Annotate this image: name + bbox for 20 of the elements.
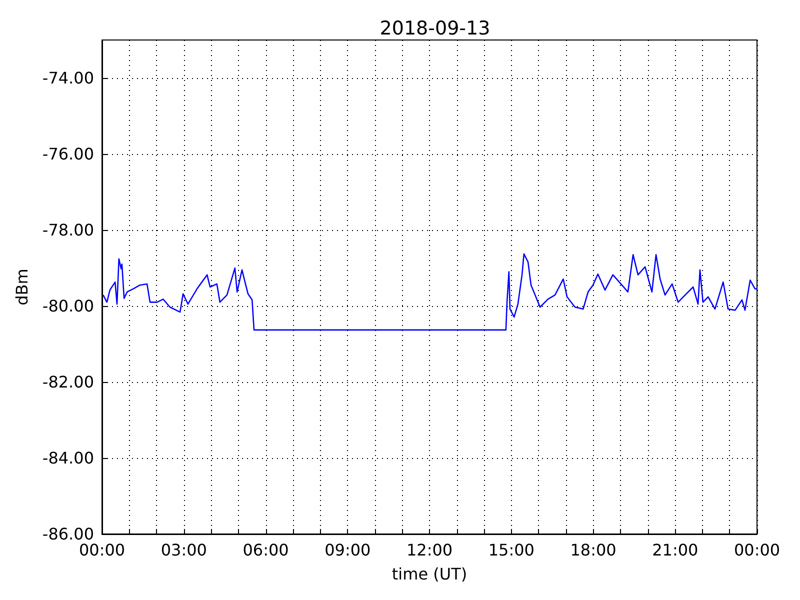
y-tick-label: -78.00 bbox=[42, 220, 94, 240]
y-axis-title: dBm bbox=[12, 268, 32, 306]
y-tick-label: -86.00 bbox=[42, 524, 94, 544]
y-tick-label: -84.00 bbox=[42, 448, 94, 468]
line-series bbox=[102, 253, 758, 331]
chart-title: 2018-09-13 bbox=[380, 18, 490, 40]
x-tick-label: 15:00 bbox=[488, 540, 534, 560]
x-tick-label: 21:00 bbox=[652, 540, 698, 560]
y-tick-label: -82.00 bbox=[42, 372, 94, 392]
x-axis-title: time (UT) bbox=[392, 564, 468, 584]
x-tick-label: 03:00 bbox=[160, 540, 207, 560]
x-tick-label: 00:00 bbox=[78, 540, 126, 560]
x-tick-label: 18:00 bbox=[570, 540, 616, 560]
x-tick-label: 00:00 bbox=[734, 540, 780, 560]
y-tick-label: -80.00 bbox=[42, 296, 94, 316]
y-tick-label: -76.00 bbox=[42, 144, 94, 164]
x-tick-label: 06:00 bbox=[242, 540, 289, 560]
x-tick-label: 12:00 bbox=[406, 540, 453, 560]
y-tick-label: -74.00 bbox=[42, 68, 94, 88]
x-tick-label: 09:00 bbox=[324, 540, 371, 560]
